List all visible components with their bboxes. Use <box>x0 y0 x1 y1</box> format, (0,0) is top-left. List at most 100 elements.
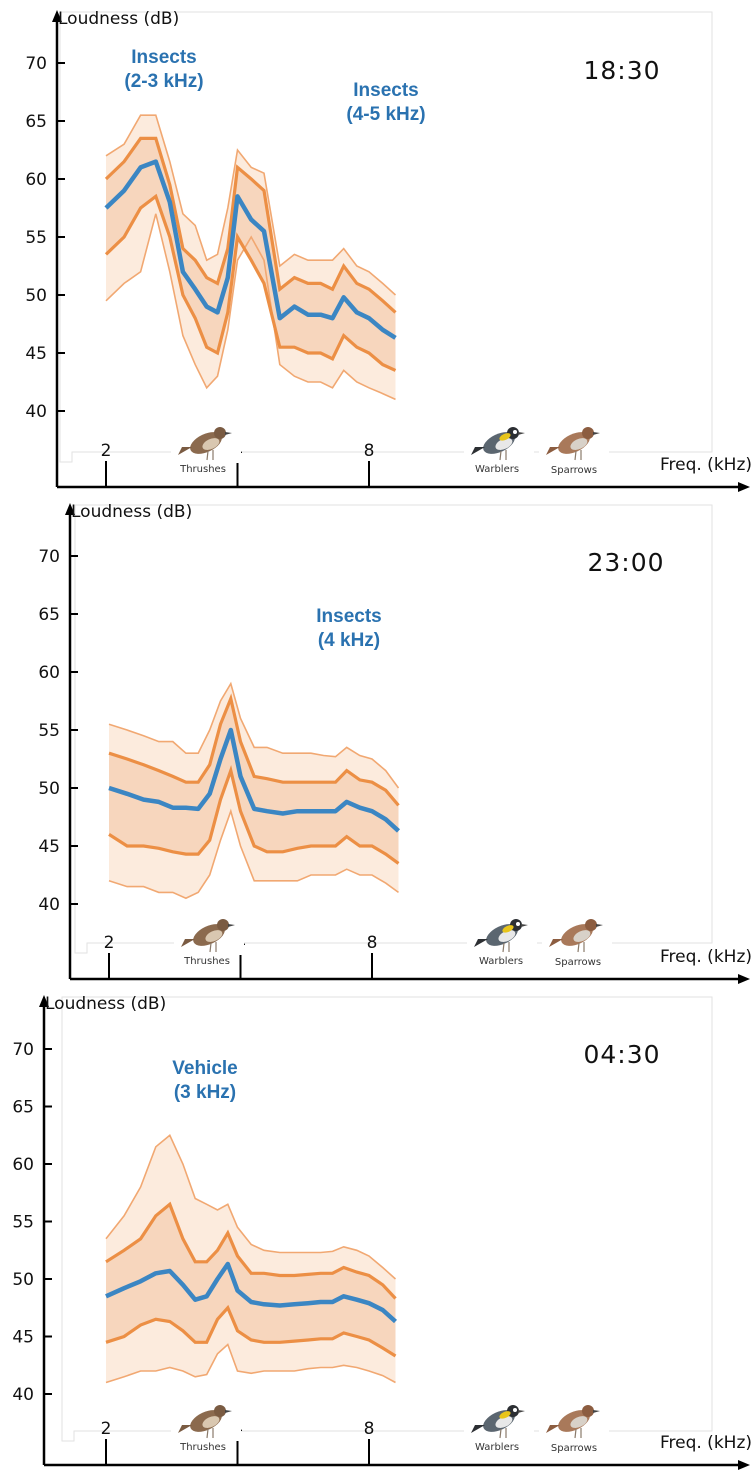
y-tick-label: 55 <box>12 1213 34 1233</box>
x-axis-title: Freq. (kHz) <box>660 947 752 967</box>
y-tick-label: 45 <box>25 344 47 364</box>
sparrow-tail <box>546 1425 560 1433</box>
inner-lower-line <box>104 193 397 372</box>
bird-caption: Warblers <box>475 1442 519 1453</box>
annotation-label: (4 kHz) <box>318 630 380 651</box>
y-axis-title: Loudness (dB) <box>58 9 179 29</box>
x-tick-label: 8 <box>364 441 375 461</box>
x-tick-label: 2 <box>101 1419 112 1439</box>
warbler-belly <box>495 1416 513 1428</box>
warbler-icon <box>467 905 537 955</box>
y-tick-label: 50 <box>38 779 60 799</box>
sparrow-belly <box>573 930 591 942</box>
sparrow-icon <box>539 1391 609 1441</box>
thrush-leg <box>209 942 212 953</box>
y-tick-label: 50 <box>25 286 47 306</box>
y-tick-label: 40 <box>12 1385 34 1405</box>
annotation-label: Insects <box>353 80 418 101</box>
thrush-leg <box>206 1428 209 1439</box>
sparrow-head <box>582 1405 594 1417</box>
y-axis-arrow <box>65 503 75 515</box>
thrush-icon <box>171 1391 241 1441</box>
warbler-icon <box>464 413 534 463</box>
sparrow-beak <box>593 1410 600 1413</box>
sparrow-head <box>582 427 594 439</box>
sparrow-leg <box>574 1428 577 1439</box>
bird-caption: Sparrows <box>551 1443 597 1454</box>
time-label: 23:00 <box>587 548 664 577</box>
outer-upper-line <box>105 1134 397 1280</box>
outer-upper-line <box>105 114 397 296</box>
inner-lower-line <box>108 764 400 865</box>
bird-caption: Sparrows <box>551 465 597 476</box>
mean-line <box>105 1261 398 1324</box>
y-axis-title: Loudness (dB) <box>71 502 192 522</box>
warbler-belly <box>498 930 516 942</box>
thrush-beak <box>225 1410 232 1413</box>
warbler-leg <box>502 942 505 953</box>
y-tick-label: 45 <box>38 837 60 857</box>
inner-band-fill <box>106 138 396 371</box>
outer-lower-line <box>105 1343 396 1384</box>
warbler-icon <box>464 1391 534 1441</box>
warbler-tail <box>474 939 488 947</box>
sparrow-leg <box>574 450 577 461</box>
y-axis-arrow <box>52 10 62 22</box>
warbler-belly <box>495 438 513 450</box>
sparrow-icon <box>539 413 609 463</box>
warbler-throat <box>502 925 514 933</box>
outer-lower-line <box>108 808 399 900</box>
y-tick-label: 60 <box>25 170 47 190</box>
sparrow-belly <box>570 1416 588 1428</box>
inner-upper-line <box>104 136 397 314</box>
sparrow-leg <box>577 942 580 953</box>
y-tick-label: 55 <box>38 721 60 741</box>
outer-lower-line <box>105 213 396 401</box>
sparrow-tail <box>546 447 560 455</box>
bird-caption: Warblers <box>475 464 519 475</box>
sparrow-icon <box>542 905 612 955</box>
inner-band-fill <box>106 1204 396 1356</box>
warbler-eyemark <box>513 430 517 434</box>
x-tick-label: 8 <box>367 933 378 953</box>
y-tick-label: 70 <box>25 54 47 74</box>
annotation-label: (2-3 kHz) <box>124 71 203 92</box>
x-tick-label: 2 <box>104 933 115 953</box>
y-tick-label: 45 <box>12 1328 34 1348</box>
thrush-head <box>217 919 229 931</box>
thrush-head <box>214 1405 226 1417</box>
thrush-tail <box>178 447 192 455</box>
warbler-tail <box>471 447 485 455</box>
annotation-label: (4-5 kHz) <box>346 104 425 125</box>
y-tick-label: 40 <box>25 402 47 422</box>
annotation-label: Insects <box>131 47 196 68</box>
y-tick-label: 65 <box>25 112 47 132</box>
x-axis-arrow <box>738 1460 750 1470</box>
warbler-eyemark <box>516 922 520 926</box>
inner-lower-line <box>105 1304 397 1358</box>
bird-caption: Sparrows <box>555 957 601 968</box>
inner-upper-line <box>105 1201 397 1300</box>
mean-line <box>108 727 401 833</box>
x-tick-label: 8 <box>364 1419 375 1439</box>
thrush-belly <box>205 930 223 942</box>
y-tick-label: 50 <box>12 1270 34 1290</box>
x-axis-title: Freq. (kHz) <box>660 1433 752 1453</box>
y-tick-label: 70 <box>38 547 60 567</box>
outer-upper-line <box>108 681 400 789</box>
warbler-tail <box>471 1425 485 1433</box>
thrush-icon <box>174 905 244 955</box>
annotation-label: Insects <box>316 606 381 627</box>
annotation-label: (3 kHz) <box>174 1082 236 1103</box>
bird-caption: Thrushes <box>179 464 226 475</box>
thrush-belly <box>202 1416 220 1428</box>
thrush-tail <box>181 939 195 947</box>
warbler-beak <box>518 1410 525 1413</box>
chart-panel: 40455055606570248Loudness (dB)Freq. (kHz… <box>12 994 752 1470</box>
x-axis-arrow <box>738 974 750 984</box>
inner-band-fill <box>109 698 399 864</box>
warbler-leg <box>499 450 502 461</box>
warbler-beak <box>521 924 528 927</box>
y-tick-label: 60 <box>38 663 60 683</box>
